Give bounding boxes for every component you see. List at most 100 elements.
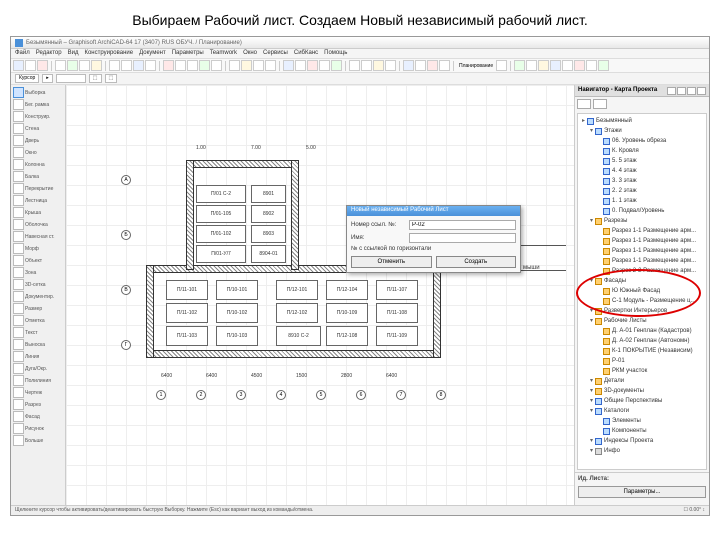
tool-Бег. рамка[interactable] (13, 99, 24, 110)
tree-item[interactable]: Разрез 2-2 Размещение арм... (596, 266, 704, 276)
menu-item[interactable]: Документ (139, 50, 166, 56)
tree-section[interactable]: ▾Этажи (588, 126, 704, 136)
tool-btn[interactable] (175, 60, 186, 71)
tool-btn[interactable] (403, 60, 414, 71)
tree-section[interactable]: ▾Фасады (588, 276, 704, 286)
tree-item[interactable]: Разрез 1-1 Размещение арм... (596, 256, 704, 266)
tree-item[interactable]: 06. Уровень обреза (596, 136, 704, 146)
tree-item[interactable]: Разрез 1-1 Размещение арм... (596, 226, 704, 236)
nav-view-btn[interactable] (577, 99, 591, 109)
tree-item[interactable]: Д. А-01 Генплан (Кадастров) (596, 326, 704, 336)
info-btn[interactable] (56, 74, 86, 83)
tool-Линия[interactable] (13, 351, 24, 362)
tree-item[interactable]: 4. 4 этаж (596, 166, 704, 176)
tool-btn[interactable] (586, 60, 597, 71)
tool-btn[interactable] (91, 60, 102, 71)
tree-item[interactable]: Д. А-02 Генплан (Автономн) (596, 336, 704, 346)
tool-Дверь[interactable] (13, 135, 24, 146)
tree-section[interactable]: ▾Каталоги (588, 406, 704, 416)
tool-btn[interactable] (121, 60, 132, 71)
tool-btn[interactable] (67, 60, 78, 71)
tool-btn[interactable] (187, 60, 198, 71)
tree-section[interactable]: ▾Индексы Проекта (588, 436, 704, 446)
tool-Навесная ст.[interactable] (13, 231, 24, 242)
tool-btn[interactable] (13, 60, 24, 71)
tool-btn[interactable] (514, 60, 525, 71)
tool-btn[interactable] (211, 60, 222, 71)
tree-item[interactable]: Элементы (596, 416, 704, 426)
tool-btn[interactable] (253, 60, 264, 71)
tool-btn[interactable] (133, 60, 144, 71)
tool-Морф[interactable] (13, 243, 24, 254)
tree-item[interactable]: Компоненты (596, 426, 704, 436)
tool-btn[interactable] (307, 60, 318, 71)
tool-btn[interactable] (439, 60, 450, 71)
tool-btn[interactable] (55, 60, 66, 71)
tool-btn[interactable] (349, 60, 360, 71)
tool-btn[interactable] (199, 60, 210, 71)
tool-Выноска[interactable] (13, 339, 24, 350)
tool-btn[interactable] (373, 60, 384, 71)
tool-Разрез[interactable] (13, 399, 24, 410)
tool-btn[interactable] (265, 60, 276, 71)
menu-item[interactable]: Файл (15, 50, 30, 56)
tool-btn[interactable] (574, 60, 585, 71)
tool-Перекрытие[interactable] (13, 183, 24, 194)
tree-item[interactable]: Разрез 1-1 Размещение арм... (596, 246, 704, 256)
nav-icon[interactable] (697, 87, 706, 95)
tool-Объект[interactable] (13, 255, 24, 266)
tool-3D-сетка[interactable] (13, 279, 24, 290)
cursor-btn[interactable]: Курсор (15, 74, 39, 83)
menu-item[interactable]: Редактор (36, 50, 62, 56)
id-input[interactable] (409, 220, 516, 230)
tool-Отметка[interactable] (13, 315, 24, 326)
name-input[interactable] (409, 233, 516, 243)
tool-btn[interactable] (319, 60, 330, 71)
menubar[interactable]: ФайлРедакторВидКонструированиеДокументПа… (11, 49, 709, 59)
menu-item[interactable]: Вид (68, 50, 79, 56)
tool-btn[interactable] (385, 60, 396, 71)
tool-btn[interactable] (427, 60, 438, 71)
tree-item[interactable]: РКМ участок (596, 366, 704, 376)
tree-item[interactable]: Р-01 (596, 356, 704, 366)
tree-item[interactable]: Ю Южный Фасад (596, 286, 704, 296)
tree-section[interactable]: ▾Разрезы (588, 216, 704, 226)
tool-Текст[interactable] (13, 327, 24, 338)
info-btn[interactable]: ⬚ (105, 74, 118, 83)
tool-Полилиния[interactable] (13, 375, 24, 386)
tool-btn[interactable] (562, 60, 573, 71)
info-btn[interactable]: ▸ (42, 74, 53, 83)
tool-Колонна[interactable] (13, 159, 24, 170)
tool-btn[interactable] (79, 60, 90, 71)
tool-btn[interactable] (550, 60, 561, 71)
tree-item[interactable]: К. Кровля (596, 146, 704, 156)
tool-Больше[interactable] (13, 435, 24, 446)
cancel-button[interactable]: Отменить (351, 256, 432, 268)
tree-item[interactable]: 1. 1 этаж (596, 196, 704, 206)
menu-item[interactable]: Параметры (172, 50, 204, 56)
tool-Дуга/Окр.[interactable] (13, 363, 24, 374)
tool-Окно[interactable] (13, 147, 24, 158)
tool-Зона[interactable] (13, 267, 24, 278)
tool-Рисунок[interactable] (13, 423, 24, 434)
tool-Стена[interactable] (13, 123, 24, 134)
nav-view-btn[interactable] (593, 99, 607, 109)
tool-btn[interactable] (37, 60, 48, 71)
tree-item[interactable]: 0. Подвал/Уровень (596, 206, 704, 216)
tool-Конструир.[interactable] (13, 111, 24, 122)
project-tree[interactable]: ▸Безымянный▾Этажи06. Уровень обрезаК. Кр… (577, 113, 707, 470)
tool-btn[interactable] (598, 60, 609, 71)
tree-item[interactable]: 3. 3 этаж (596, 176, 704, 186)
tool-Оболочка[interactable] (13, 219, 24, 230)
tool-btn[interactable] (526, 60, 537, 71)
tool-btn[interactable] (241, 60, 252, 71)
tool-Балка[interactable] (13, 171, 24, 182)
menu-item[interactable]: Teamwork (210, 50, 237, 56)
canvas[interactable]: П/01 С-2П/01-105П/01-102П/01-У/789018902… (66, 85, 574, 505)
nav-icon[interactable] (667, 87, 676, 95)
tree-section[interactable]: ▾Развертки Интерьеров (588, 306, 704, 316)
tool-Лестница[interactable] (13, 195, 24, 206)
tool-btn[interactable] (496, 60, 507, 71)
menu-item[interactable]: Окно (243, 50, 257, 56)
tool-btn[interactable] (109, 60, 120, 71)
